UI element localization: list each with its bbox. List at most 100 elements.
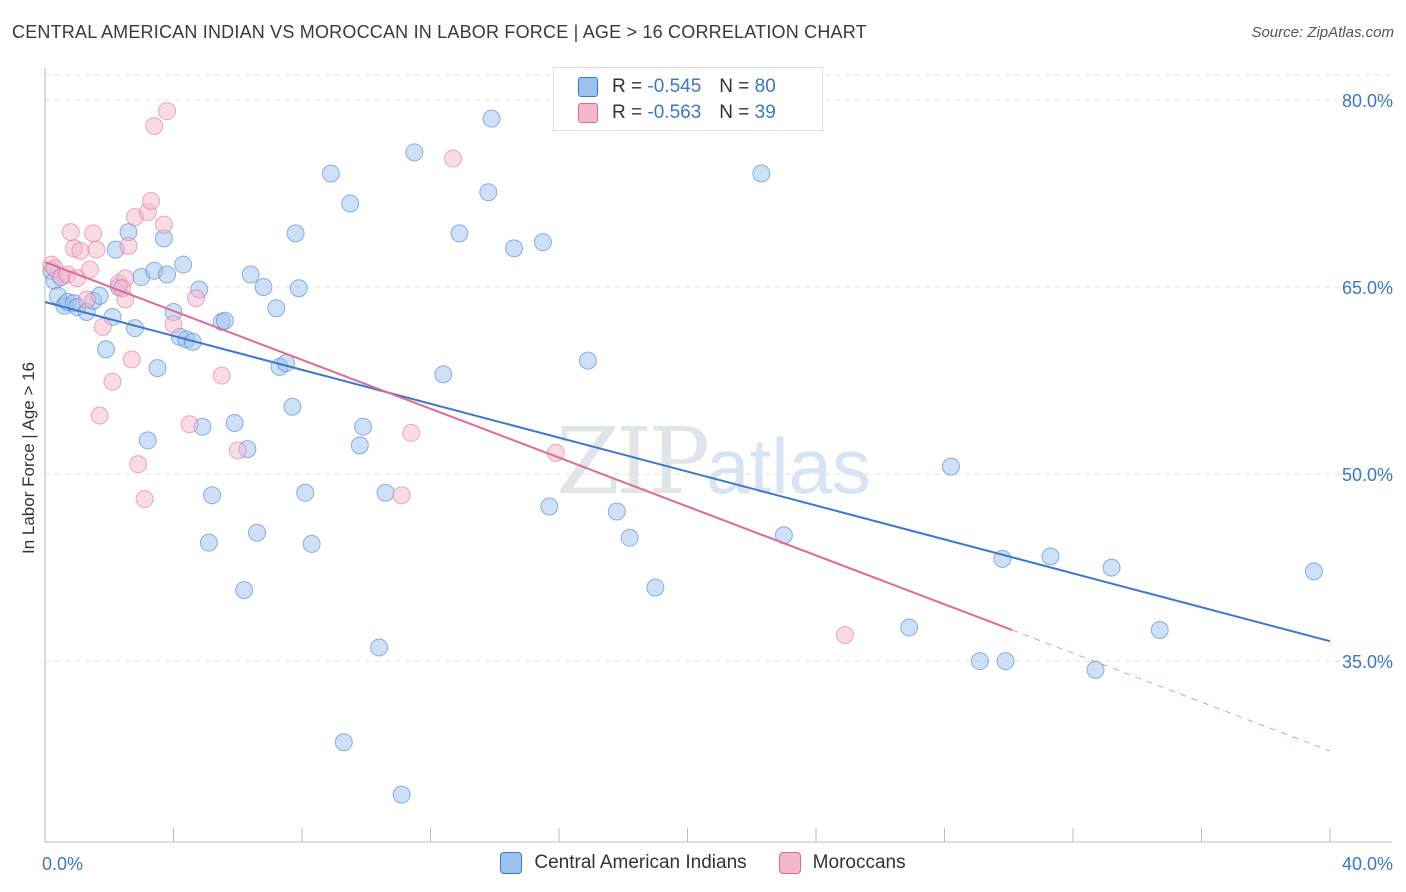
series-swatch-moroccan xyxy=(778,852,801,874)
point-central-american xyxy=(158,265,177,284)
point-moroccan xyxy=(87,240,106,259)
point-central-american xyxy=(241,265,260,284)
point-moroccan xyxy=(180,415,199,434)
point-moroccan xyxy=(835,625,854,644)
legend-row-moroccan: R = -0.563 N = 39 xyxy=(578,100,776,126)
y-tick-label: 80.0% xyxy=(1342,91,1393,111)
y-axis-label: In Labor Force | Age > 16 xyxy=(19,362,38,554)
point-moroccan xyxy=(154,215,173,234)
point-central-american xyxy=(607,502,626,521)
point-central-american xyxy=(302,534,321,553)
source-label: Source: ZipAtlas.com xyxy=(1251,24,1394,41)
point-central-american xyxy=(505,239,524,258)
point-central-american xyxy=(405,143,424,162)
point-central-american xyxy=(138,431,157,450)
point-moroccan xyxy=(122,350,141,369)
point-central-american xyxy=(578,351,597,370)
point-moroccan xyxy=(129,455,148,474)
point-central-american xyxy=(482,109,501,128)
point-central-american xyxy=(283,397,302,416)
point-central-american xyxy=(1041,547,1060,566)
point-moroccan xyxy=(84,224,103,243)
point-central-american xyxy=(254,278,273,297)
point-central-american xyxy=(993,549,1012,568)
y-tick-label: 65.0% xyxy=(1342,278,1393,298)
point-moroccan xyxy=(212,366,231,385)
point-central-american xyxy=(970,652,989,671)
point-central-american xyxy=(376,483,395,502)
legend-n-label: N = xyxy=(719,76,750,97)
legend-n-value: 39 xyxy=(754,102,776,123)
point-moroccan xyxy=(158,102,177,121)
point-moroccan xyxy=(93,317,112,336)
point-central-american xyxy=(289,279,308,298)
point-central-american xyxy=(941,457,960,476)
point-central-american xyxy=(215,311,234,330)
legend-r-label: R = xyxy=(612,102,643,123)
series-legend-moroccan: Moroccans xyxy=(778,852,906,874)
point-central-american xyxy=(620,528,639,547)
point-moroccan xyxy=(90,406,109,425)
point-central-american xyxy=(370,638,389,657)
point-central-american xyxy=(533,233,552,252)
point-central-american xyxy=(203,486,222,505)
watermark-atlas: atlas xyxy=(706,422,871,510)
point-moroccan xyxy=(77,290,96,309)
point-central-american xyxy=(1304,562,1323,581)
legend-r-value: -0.563 xyxy=(647,102,702,123)
point-central-american xyxy=(434,365,453,384)
legend-r-value: -0.545 xyxy=(647,76,702,97)
point-central-american xyxy=(174,255,193,274)
point-moroccan xyxy=(142,191,161,210)
point-moroccan xyxy=(80,260,99,279)
point-moroccan xyxy=(71,241,90,260)
point-central-american xyxy=(540,497,559,516)
point-central-american xyxy=(97,340,116,359)
point-central-american xyxy=(354,417,373,436)
point-central-american xyxy=(479,183,498,202)
point-central-american xyxy=(321,164,340,183)
point-moroccan xyxy=(103,372,122,391)
legend-n-value: 80 xyxy=(754,76,776,97)
y-tick-label: 35.0% xyxy=(1342,652,1393,672)
point-moroccan xyxy=(61,223,80,242)
legend-n-label: N = xyxy=(719,102,750,123)
watermark-zip: ZIP xyxy=(556,408,710,515)
trendline-moroccan xyxy=(44,261,1013,631)
point-moroccan xyxy=(186,289,205,308)
point-central-american xyxy=(1150,620,1169,639)
point-moroccan xyxy=(145,117,164,136)
y-tick-label: 50.0% xyxy=(1342,465,1393,485)
point-central-american xyxy=(752,164,771,183)
legend-swatch-moroccan xyxy=(578,103,598,123)
point-central-american xyxy=(341,194,360,213)
legend-r-label: R = xyxy=(612,76,643,97)
series-legend: Central American Indians Moroccans xyxy=(0,852,1406,874)
chart-title: CENTRAL AMERICAN INDIAN VS MOROCCAN IN L… xyxy=(12,22,867,42)
point-central-american xyxy=(248,523,267,542)
trendline-moroccan-extension xyxy=(1011,629,1331,752)
point-central-american xyxy=(450,224,469,243)
point-central-american xyxy=(267,299,286,318)
point-central-american xyxy=(296,483,315,502)
correlation-legend: R = -0.545 N = 80 R = -0.563 N = 39 xyxy=(553,67,823,131)
series-legend-central-american: Central American Indians xyxy=(500,852,747,874)
legend-swatch-central-american xyxy=(578,77,598,97)
series-swatch-central-american xyxy=(500,852,523,874)
point-central-american xyxy=(334,733,353,752)
point-central-american xyxy=(996,652,1015,671)
point-central-american xyxy=(350,436,369,455)
point-moroccan xyxy=(135,490,154,509)
x-tick-label: 0.0% xyxy=(42,854,83,874)
point-central-american xyxy=(225,413,244,432)
point-moroccan xyxy=(402,423,421,442)
point-central-american xyxy=(235,581,254,600)
series-label: Central American Indians xyxy=(534,852,747,873)
point-moroccan xyxy=(443,149,462,168)
point-central-american xyxy=(1102,558,1121,577)
point-central-american xyxy=(148,359,167,378)
point-central-american xyxy=(199,533,218,552)
point-moroccan xyxy=(392,486,411,505)
watermark: ZIPatlas xyxy=(556,408,871,515)
